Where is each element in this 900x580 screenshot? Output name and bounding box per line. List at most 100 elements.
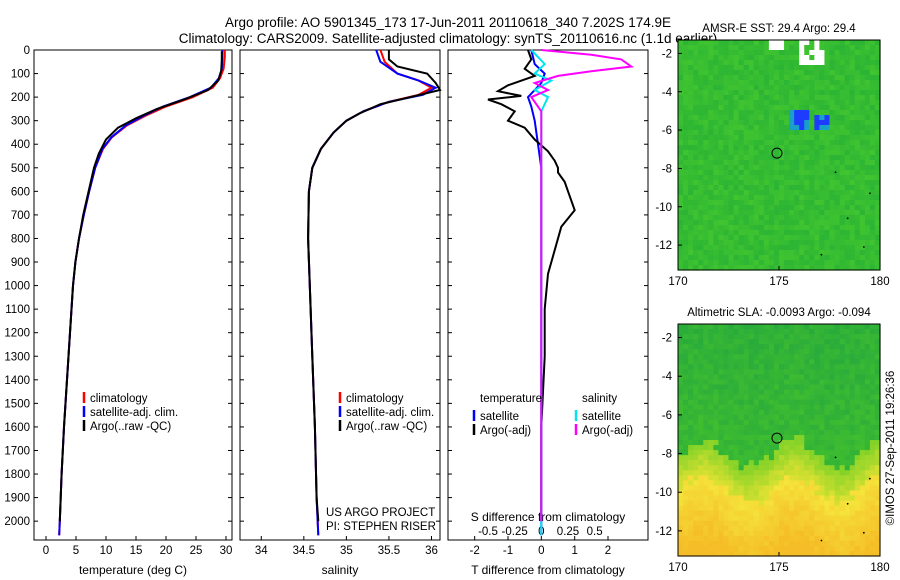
map-cell bbox=[773, 235, 780, 241]
map-cell bbox=[713, 110, 719, 116]
map-cell bbox=[698, 369, 704, 376]
map-cell bbox=[708, 419, 714, 426]
map-cell bbox=[733, 255, 740, 261]
map-cell bbox=[743, 225, 750, 231]
map-cell bbox=[869, 80, 876, 86]
map-cell bbox=[693, 409, 699, 416]
map-cell bbox=[824, 140, 831, 146]
map-cell bbox=[683, 55, 689, 61]
map-cell bbox=[703, 135, 709, 141]
map-cell bbox=[678, 230, 684, 236]
map-cell bbox=[844, 515, 851, 522]
map-cell bbox=[789, 520, 795, 527]
map-cell bbox=[824, 195, 831, 201]
map-title: Altimetric SLA: -0.0093 Argo: -0.094 bbox=[687, 307, 871, 319]
map-cell bbox=[758, 140, 765, 146]
map-cell bbox=[859, 440, 866, 446]
map-cell bbox=[849, 404, 856, 411]
map-cell bbox=[804, 389, 810, 396]
map-cell bbox=[804, 145, 810, 151]
map-cell bbox=[844, 115, 851, 121]
series-line-temperature-argo-adj- bbox=[487, 49, 576, 522]
map-cell bbox=[864, 105, 871, 111]
map-cell bbox=[869, 235, 876, 241]
map-cell bbox=[859, 65, 866, 71]
map-cell bbox=[849, 150, 856, 156]
map-cell bbox=[688, 60, 694, 66]
map-cell bbox=[693, 90, 699, 96]
map-cell bbox=[789, 324, 795, 330]
map-cell bbox=[799, 480, 805, 486]
map-cell bbox=[728, 105, 735, 111]
map-cell bbox=[708, 465, 714, 471]
map-cell bbox=[683, 260, 689, 266]
map-cell bbox=[748, 460, 755, 466]
map-cell bbox=[763, 40, 770, 46]
map-cell bbox=[784, 455, 790, 461]
map-cell bbox=[784, 349, 790, 355]
map-cell bbox=[874, 75, 881, 81]
map-cell bbox=[733, 414, 740, 421]
map-cell bbox=[779, 384, 785, 391]
map-cell bbox=[799, 525, 805, 532]
map-cell bbox=[708, 105, 714, 111]
map-cell bbox=[849, 125, 856, 131]
map-cell bbox=[829, 255, 836, 261]
map-cell bbox=[703, 85, 709, 91]
map-cell bbox=[723, 195, 730, 201]
map-cell bbox=[829, 195, 836, 201]
map-cell bbox=[678, 374, 684, 381]
map-cell bbox=[784, 250, 790, 256]
map-cell bbox=[794, 235, 800, 241]
map-cell bbox=[703, 429, 709, 436]
map-cell bbox=[844, 165, 851, 171]
map-cell bbox=[683, 440, 689, 446]
map-cell bbox=[723, 399, 730, 406]
map-cell bbox=[713, 535, 719, 542]
map-cell bbox=[864, 364, 871, 370]
map-cell bbox=[708, 90, 714, 96]
map-cell bbox=[723, 414, 730, 421]
map-cell bbox=[708, 485, 714, 492]
map-cell bbox=[693, 354, 699, 360]
map-cell bbox=[794, 480, 800, 486]
map-cell bbox=[703, 255, 709, 261]
map-cell bbox=[834, 85, 841, 91]
map-cell bbox=[874, 344, 881, 350]
map-cell bbox=[809, 150, 815, 156]
map-cell bbox=[794, 349, 800, 355]
map-cell bbox=[869, 160, 876, 166]
map-cell bbox=[703, 424, 709, 431]
map-cell bbox=[708, 260, 714, 266]
map-cell bbox=[763, 394, 770, 401]
map-cell bbox=[784, 485, 790, 492]
map-cell bbox=[693, 55, 699, 61]
map-cell bbox=[708, 475, 714, 481]
map-cell bbox=[683, 65, 689, 71]
map-cell bbox=[874, 475, 881, 481]
legend-title: salinity bbox=[582, 393, 617, 405]
map-cell bbox=[789, 215, 795, 221]
map-cell bbox=[733, 460, 740, 466]
map-cell bbox=[779, 55, 785, 61]
map-cell bbox=[728, 60, 735, 66]
map-cell bbox=[678, 369, 684, 376]
map-cell bbox=[743, 65, 750, 71]
map-cell bbox=[874, 115, 881, 121]
map-cell bbox=[804, 200, 810, 206]
map-cell bbox=[789, 130, 795, 136]
map-cell bbox=[829, 140, 836, 146]
map-cell bbox=[693, 95, 699, 101]
legend-label: satellite bbox=[582, 411, 621, 423]
map-cell bbox=[819, 480, 826, 486]
map-cell bbox=[824, 40, 831, 46]
map-cell bbox=[809, 125, 815, 131]
map-cell bbox=[763, 510, 770, 517]
map-cell bbox=[723, 424, 730, 431]
map-cell bbox=[763, 130, 770, 136]
map-cell bbox=[698, 230, 704, 236]
map-cell bbox=[688, 75, 694, 81]
map-cell bbox=[794, 255, 800, 261]
map-cell bbox=[854, 45, 861, 51]
map-cell bbox=[723, 190, 730, 196]
